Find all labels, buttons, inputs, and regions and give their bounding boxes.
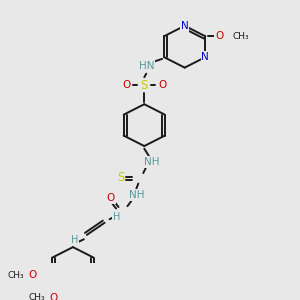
Text: N: N	[201, 52, 209, 62]
Text: O: O	[28, 270, 37, 280]
Text: N: N	[181, 21, 189, 31]
Text: H: H	[71, 235, 79, 245]
Text: O: O	[215, 31, 223, 41]
Text: H: H	[113, 212, 120, 223]
Text: O: O	[158, 80, 166, 90]
Text: NH: NH	[144, 157, 160, 167]
Text: S: S	[141, 79, 148, 92]
Text: CH₃: CH₃	[28, 293, 45, 300]
Text: NH: NH	[129, 190, 144, 200]
Text: O: O	[122, 80, 130, 90]
Text: O: O	[49, 293, 57, 300]
Text: HN: HN	[139, 61, 154, 71]
Text: CH₃: CH₃	[232, 32, 249, 41]
Text: CH₃: CH₃	[8, 271, 25, 280]
Text: S: S	[117, 171, 124, 184]
Text: O: O	[106, 193, 115, 203]
